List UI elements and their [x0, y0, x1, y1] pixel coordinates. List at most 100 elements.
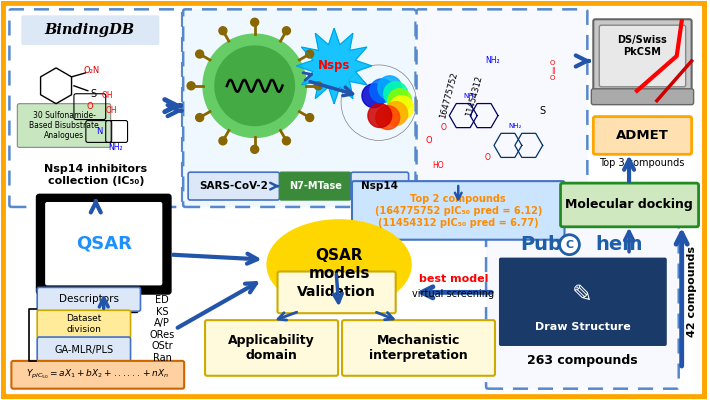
- Text: NH₂: NH₂: [508, 122, 522, 128]
- FancyBboxPatch shape: [560, 183, 699, 227]
- Text: Dataset
division: Dataset division: [66, 314, 102, 334]
- Text: C: C: [565, 240, 574, 250]
- Text: O₂N: O₂N: [83, 66, 99, 76]
- Text: 164775752: 164775752: [439, 72, 460, 120]
- Text: Validation: Validation: [297, 285, 376, 299]
- Text: Mechanistic
interpretation: Mechanistic interpretation: [369, 334, 468, 362]
- FancyBboxPatch shape: [591, 89, 694, 105]
- FancyBboxPatch shape: [594, 19, 692, 93]
- FancyBboxPatch shape: [352, 181, 564, 240]
- Text: QSAR: QSAR: [76, 235, 131, 253]
- FancyBboxPatch shape: [89, 291, 119, 306]
- Text: OH: OH: [102, 91, 114, 100]
- Text: best model: best model: [419, 274, 488, 284]
- Circle shape: [306, 114, 314, 122]
- Text: virtual screening: virtual screening: [413, 289, 494, 299]
- Circle shape: [390, 96, 413, 120]
- Circle shape: [215, 46, 295, 126]
- Text: HO: HO: [432, 161, 444, 170]
- FancyBboxPatch shape: [486, 226, 679, 389]
- FancyBboxPatch shape: [21, 15, 159, 45]
- Text: N: N: [97, 127, 103, 136]
- Circle shape: [251, 18, 258, 26]
- FancyBboxPatch shape: [205, 320, 338, 376]
- Text: GA-MLR/PLS: GA-MLR/PLS: [54, 345, 114, 355]
- FancyBboxPatch shape: [599, 25, 686, 87]
- Text: O: O: [87, 102, 93, 111]
- Circle shape: [283, 27, 290, 35]
- Ellipse shape: [267, 220, 411, 309]
- Text: Top 3 compounds: Top 3 compounds: [599, 158, 684, 168]
- Circle shape: [196, 114, 204, 122]
- FancyBboxPatch shape: [594, 116, 692, 154]
- Text: NH₂: NH₂: [486, 56, 501, 66]
- FancyBboxPatch shape: [11, 361, 184, 389]
- Text: O: O: [485, 153, 491, 162]
- Circle shape: [368, 104, 392, 128]
- Circle shape: [203, 34, 306, 138]
- Text: O: O: [425, 136, 432, 145]
- Circle shape: [376, 106, 400, 130]
- Text: 11454312: 11454312: [464, 74, 484, 117]
- Text: Applicability
domain: Applicability domain: [228, 334, 315, 362]
- Circle shape: [559, 235, 579, 255]
- Circle shape: [384, 82, 408, 106]
- FancyBboxPatch shape: [417, 9, 587, 207]
- FancyBboxPatch shape: [17, 104, 111, 147]
- Circle shape: [187, 82, 195, 90]
- Polygon shape: [296, 28, 372, 104]
- Text: ADMET: ADMET: [616, 129, 668, 142]
- Text: S: S: [540, 106, 546, 116]
- Circle shape: [283, 137, 290, 145]
- FancyBboxPatch shape: [278, 272, 395, 313]
- Text: Draw Structure: Draw Structure: [535, 322, 630, 332]
- Text: ✎: ✎: [572, 282, 593, 306]
- Text: 30 Sulfonamide-
Based Bisubstrate
Analogues: 30 Sulfonamide- Based Bisubstrate Analog…: [29, 111, 99, 140]
- Circle shape: [384, 102, 408, 126]
- FancyBboxPatch shape: [499, 258, 667, 346]
- Text: O: O: [440, 123, 447, 132]
- Text: QSAR
models: QSAR models: [308, 248, 370, 281]
- FancyBboxPatch shape: [45, 202, 163, 286]
- FancyBboxPatch shape: [37, 310, 131, 338]
- Circle shape: [370, 79, 394, 103]
- Circle shape: [219, 27, 227, 35]
- Text: ED
KS
A/P
ORes
OStr
Ran: ED KS A/P ORes OStr Ran: [150, 295, 175, 363]
- Circle shape: [378, 76, 402, 100]
- FancyBboxPatch shape: [342, 320, 495, 376]
- FancyBboxPatch shape: [37, 195, 170, 293]
- Text: Descriptors: Descriptors: [59, 294, 119, 304]
- Text: N7-MTase: N7-MTase: [289, 181, 342, 191]
- Text: NH₂: NH₂: [464, 93, 477, 99]
- FancyBboxPatch shape: [9, 9, 182, 207]
- Text: NH₂: NH₂: [109, 143, 123, 152]
- FancyBboxPatch shape: [188, 172, 280, 200]
- Text: DS/Swiss
PkCSM: DS/Swiss PkCSM: [617, 35, 667, 57]
- Circle shape: [315, 82, 322, 90]
- Text: O
‖
O: O ‖ O: [550, 60, 555, 82]
- FancyBboxPatch shape: [183, 9, 415, 207]
- Text: Pub: Pub: [520, 235, 562, 254]
- Text: 42 compounds: 42 compounds: [687, 246, 697, 337]
- Circle shape: [251, 145, 258, 153]
- Text: Top 2 compounds
(164775752 pIC₅₀ pred = 6.12)
(11454312 pIC₅₀ pred = 6.77): Top 2 compounds (164775752 pIC₅₀ pred = …: [375, 194, 542, 228]
- Text: Nsp14 inhibitors
collection (IC₅₀): Nsp14 inhibitors collection (IC₅₀): [44, 164, 148, 186]
- Text: Molecular docking: Molecular docking: [565, 198, 693, 212]
- FancyBboxPatch shape: [37, 337, 131, 363]
- Text: hem: hem: [595, 235, 643, 254]
- Text: 263 compounds: 263 compounds: [527, 354, 638, 367]
- FancyBboxPatch shape: [37, 287, 141, 311]
- Text: BindingDB: BindingDB: [45, 23, 135, 37]
- Text: $Y_{pIC_{50}}=aX_1+bX_2+......+nX_n$: $Y_{pIC_{50}}=aX_1+bX_2+......+nX_n$: [26, 368, 170, 381]
- Text: Nsps: Nsps: [318, 60, 350, 72]
- Circle shape: [388, 89, 412, 113]
- FancyBboxPatch shape: [37, 292, 170, 376]
- Circle shape: [306, 50, 314, 58]
- FancyBboxPatch shape: [280, 172, 351, 200]
- Text: S: S: [91, 89, 97, 99]
- Circle shape: [362, 84, 386, 108]
- FancyBboxPatch shape: [351, 172, 408, 200]
- Circle shape: [219, 137, 227, 145]
- Circle shape: [196, 50, 204, 58]
